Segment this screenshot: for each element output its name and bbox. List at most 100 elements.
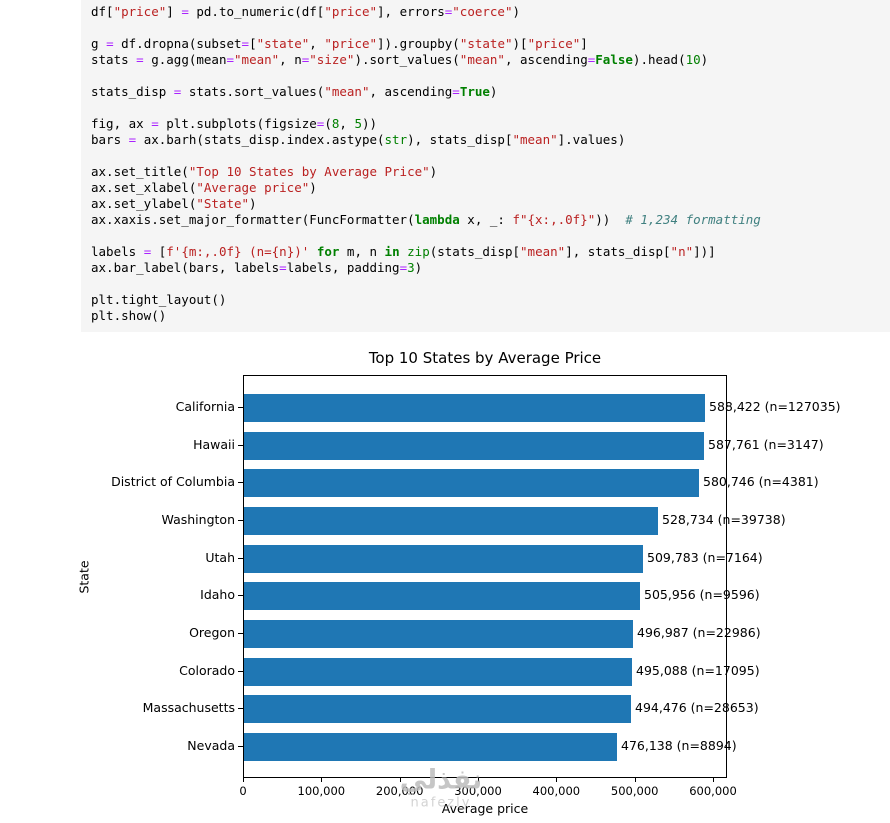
- bar: [244, 544, 643, 573]
- code-token: ])]: [693, 244, 716, 259]
- code-cell-content: df["price"] = pd.to_numeric(df["price"],…: [81, 0, 890, 324]
- code-token: ).head(: [632, 52, 686, 67]
- code-token: "price": [324, 36, 378, 51]
- code-line: ax.set_title("Top 10 States by Average P…: [91, 164, 882, 180]
- code-token: f'{m:,.0f} (n={n})': [166, 244, 310, 259]
- code-cell[interactable]: df["price"] = pd.to_numeric(df["price"],…: [81, 0, 890, 332]
- code-token: =: [587, 52, 596, 67]
- code-line: ax.xaxis.set_major_formatter(FuncFormatt…: [91, 212, 882, 228]
- x-tick-label: 300,000: [454, 784, 502, 798]
- y-tick-mark: [238, 746, 243, 747]
- code-token: for: [316, 244, 340, 259]
- category-label: Utah: [205, 549, 235, 565]
- x-tick-mark: [478, 778, 479, 782]
- code-token: "coerce": [452, 4, 513, 19]
- code-token: ], errors: [377, 4, 445, 19]
- code-token: "mean": [520, 244, 566, 259]
- code-token: ,: [309, 36, 325, 51]
- y-tick-mark: [238, 407, 243, 408]
- code-token: ): [512, 4, 521, 19]
- code-token: =: [316, 116, 325, 131]
- code-token: =: [444, 4, 453, 19]
- code-token: )): [595, 212, 626, 227]
- code-line: plt.show(): [91, 308, 882, 324]
- code-token: 10: [685, 52, 701, 67]
- x-tick-mark: [634, 778, 636, 782]
- y-tick-mark: [238, 708, 243, 710]
- code-token: ]: [166, 4, 182, 19]
- x-tick-label: 0: [239, 784, 247, 798]
- code-token: "mean": [512, 132, 558, 147]
- y-tick-mark: [238, 444, 243, 446]
- code-token: ].values): [557, 132, 626, 147]
- code-token: df.dropna(subset: [113, 36, 242, 51]
- category-label: Hawaii: [193, 436, 235, 452]
- code-token: ): [249, 196, 257, 211]
- bar-value-label: 588,422 (n=127035): [709, 399, 841, 414]
- code-token: zip: [407, 244, 430, 259]
- code-line: ax.set_ylabel("State"): [91, 196, 882, 212]
- code-token: )): [361, 116, 378, 131]
- code-token: lambda: [414, 212, 460, 227]
- code-token: "State": [196, 196, 250, 211]
- y-tick-mark: [238, 557, 243, 559]
- code-token: True: [459, 84, 490, 99]
- code-line: g = df.dropna(subset=["state", "price"])…: [91, 36, 882, 52]
- bar-value-label: 509,783 (n=7164): [647, 549, 763, 565]
- code-token: "price": [324, 4, 378, 19]
- code-token: ], stats_disp[: [565, 244, 671, 259]
- code-token: x, _:: [459, 212, 513, 227]
- bar-value-label: 495,088 (n=17095): [636, 662, 760, 678]
- x-tick-label: 100,000: [297, 784, 346, 798]
- code-line: bars = ax.barh(stats_disp.index.astype(s…: [91, 132, 882, 148]
- code-token: f"{x:,.0f}": [512, 212, 596, 227]
- code-token: ,: [339, 116, 355, 131]
- code-token: =: [151, 116, 159, 131]
- code-token: ax.set_xlabel(: [91, 180, 197, 195]
- code-token: fig, ax: [91, 116, 152, 131]
- code-token: str: [384, 132, 408, 147]
- code-token: )[: [512, 36, 528, 51]
- x-axis-label: Average price: [441, 801, 529, 816]
- plot-area: [243, 375, 727, 778]
- bar-value-label: 476,138 (n=8894): [621, 738, 737, 753]
- bar: [244, 394, 705, 422]
- code-token: , ascending: [369, 84, 453, 99]
- code-line: stats = g.agg(mean="mean", n="size").sor…: [91, 52, 882, 68]
- code-token: "mean": [234, 52, 280, 67]
- category-label: Washington: [161, 512, 235, 527]
- bar: [244, 733, 617, 761]
- code-line: df["price"] = pd.to_numeric(df["price"],…: [91, 4, 882, 20]
- code-line: ax.bar_label(bars, labels=labels, paddin…: [91, 260, 882, 276]
- code-token: 8: [331, 116, 340, 131]
- code-token: labels, padding: [286, 260, 400, 275]
- code-token: [: [151, 244, 167, 259]
- code-token: 5: [354, 116, 362, 131]
- code-token: =: [106, 36, 114, 51]
- category-label: Nevada: [187, 738, 235, 753]
- code-token: =: [399, 260, 408, 275]
- code-token: , ascending: [504, 52, 588, 67]
- y-tick-mark: [238, 482, 243, 484]
- bar: [244, 431, 704, 460]
- code-token: =: [241, 36, 250, 51]
- code-token: in: [384, 244, 400, 259]
- bar-value-label: 580,746 (n=4381): [703, 474, 819, 490]
- code-token: stats_disp: [91, 84, 174, 99]
- bar-value-label: 494,476 (n=28653): [635, 700, 759, 716]
- code-token: ]).groupby(: [377, 36, 460, 51]
- code-token: "price": [113, 4, 167, 19]
- bar-value-label: 528,734 (n=39738): [662, 512, 786, 527]
- code-token: ax.set_title(: [91, 164, 189, 179]
- code-token: ): [489, 84, 498, 99]
- code-token: "mean": [459, 52, 505, 67]
- code-token: ): [414, 260, 423, 275]
- bar: [244, 657, 632, 686]
- code-token: =: [128, 132, 137, 147]
- y-tick-mark: [238, 670, 243, 672]
- code-token: 3: [407, 260, 415, 275]
- code-token: labels: [91, 244, 144, 259]
- code-token: (: [324, 116, 332, 131]
- code-token: plt.tight_layout(): [91, 292, 227, 307]
- y-tick-mark: [238, 595, 243, 597]
